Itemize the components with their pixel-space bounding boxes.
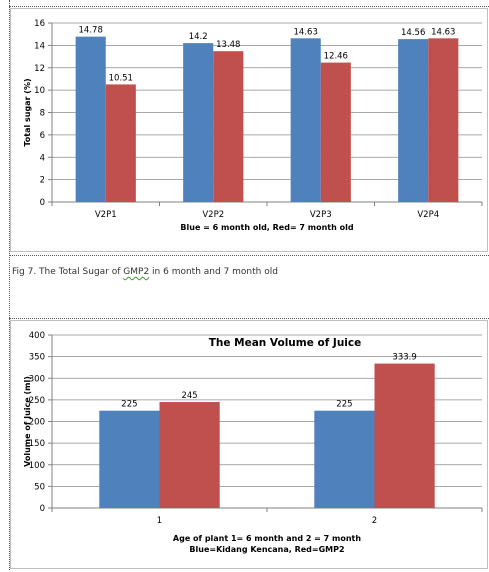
data-label: 14.78 [79, 26, 103, 36]
data-label: 14.63 [294, 27, 318, 37]
x-tick-label: 1 [157, 516, 162, 526]
x-tick-label: V2P3 [310, 210, 332, 220]
y-tick-label: 300 [29, 374, 45, 384]
juice-volume-chart-svg: 0 50 100 150 200 250 300 350 400 225 245 1 225 333.9 2… [23, 331, 483, 554]
bar [320, 62, 351, 203]
x-axis-label: Blue = 6 month old, Red= 7 month old [180, 223, 353, 232]
bar [213, 51, 244, 202]
bar [428, 38, 459, 202]
y-tick-label: 50 [34, 482, 45, 492]
bar [183, 43, 214, 203]
data-label: 14.56 [401, 28, 425, 38]
bar [105, 84, 136, 202]
y-tick-label: 100 [29, 461, 45, 471]
y-tick-label: 10 [34, 86, 45, 96]
section-dotted-line [9, 255, 489, 256]
y-tick-label: 2 [40, 176, 45, 186]
bar [75, 36, 106, 203]
y-tick-label: 16 [34, 19, 45, 29]
bar [99, 410, 160, 508]
data-label: 14.63 [431, 27, 455, 37]
x-tick-label: V2P2 [202, 210, 224, 220]
figure-caption: Fig 7. The Total Sugar of GMP2 in 6 mont… [12, 267, 278, 277]
y-tick-label: 14 [34, 41, 45, 51]
y-tick-label: 4 [40, 153, 45, 163]
y-tick-label: 0 [40, 198, 45, 208]
bar [290, 38, 321, 202]
x-axis-label: Age of plant 1= 6 month and 2 = 7 month [173, 534, 361, 543]
y-tick-label: 250 [29, 396, 45, 406]
caption-text: The Total Sugar of [36, 267, 124, 277]
total-sugar-chart: 0 2 4 6 8 10 12 14 16 14.78 10.51 V2P1 14.2 13.48 V2P2… [10, 8, 488, 252]
x-tick-label: V2P1 [95, 210, 117, 220]
total-sugar-chart-svg: 0 2 4 6 8 10 12 14 16 14.78 10.51 V2P1 14.2 13.48 V2P2… [23, 19, 483, 232]
data-label: 245 [181, 391, 197, 401]
y-tick-label: 200 [29, 418, 45, 428]
data-label: 225 [121, 400, 137, 410]
data-label: 225 [336, 400, 352, 410]
section-dotted-line [9, 6, 489, 7]
bar [374, 363, 435, 508]
caption-prefix: Fig 7. [12, 267, 37, 277]
bar [159, 402, 220, 508]
data-label: 333.9 [392, 353, 416, 363]
margin-dotted-line [9, 0, 10, 570]
caption-underlined-word: GMP2 [123, 267, 150, 277]
x-axis-label: Blue=Kidang Kencana, Red=GMP2 [189, 545, 344, 554]
data-label: 13.48 [216, 40, 240, 50]
chart-title: The Mean Volume of Juice [209, 337, 362, 349]
section-dotted-line [9, 318, 489, 319]
bar [398, 39, 429, 202]
data-label: 14.2 [189, 32, 208, 42]
x-tick-label: V2P4 [417, 210, 439, 220]
y-tick-label: 350 [29, 353, 45, 363]
y-tick-label: 8 [40, 109, 45, 119]
x-tick-label: 2 [372, 516, 377, 526]
data-label: 10.51 [109, 73, 133, 83]
juice-volume-chart: 0 50 100 150 200 250 300 350 400 225 245 1 225 333.9 2… [10, 320, 488, 569]
y-tick-label: 0 [40, 504, 45, 514]
y-tick-label: 400 [29, 331, 45, 341]
y-tick-label: 6 [40, 131, 45, 141]
caption-text-end: in 6 month and 7 month old [149, 267, 278, 277]
y-axis-label: Volume of Juice (ml) [23, 376, 32, 467]
data-label: 12.46 [324, 52, 348, 62]
y-tick-label: 12 [34, 64, 45, 74]
y-axis-label: Total sugar (%) [23, 78, 32, 146]
bar [314, 410, 375, 508]
y-tick-label: 150 [29, 439, 45, 449]
